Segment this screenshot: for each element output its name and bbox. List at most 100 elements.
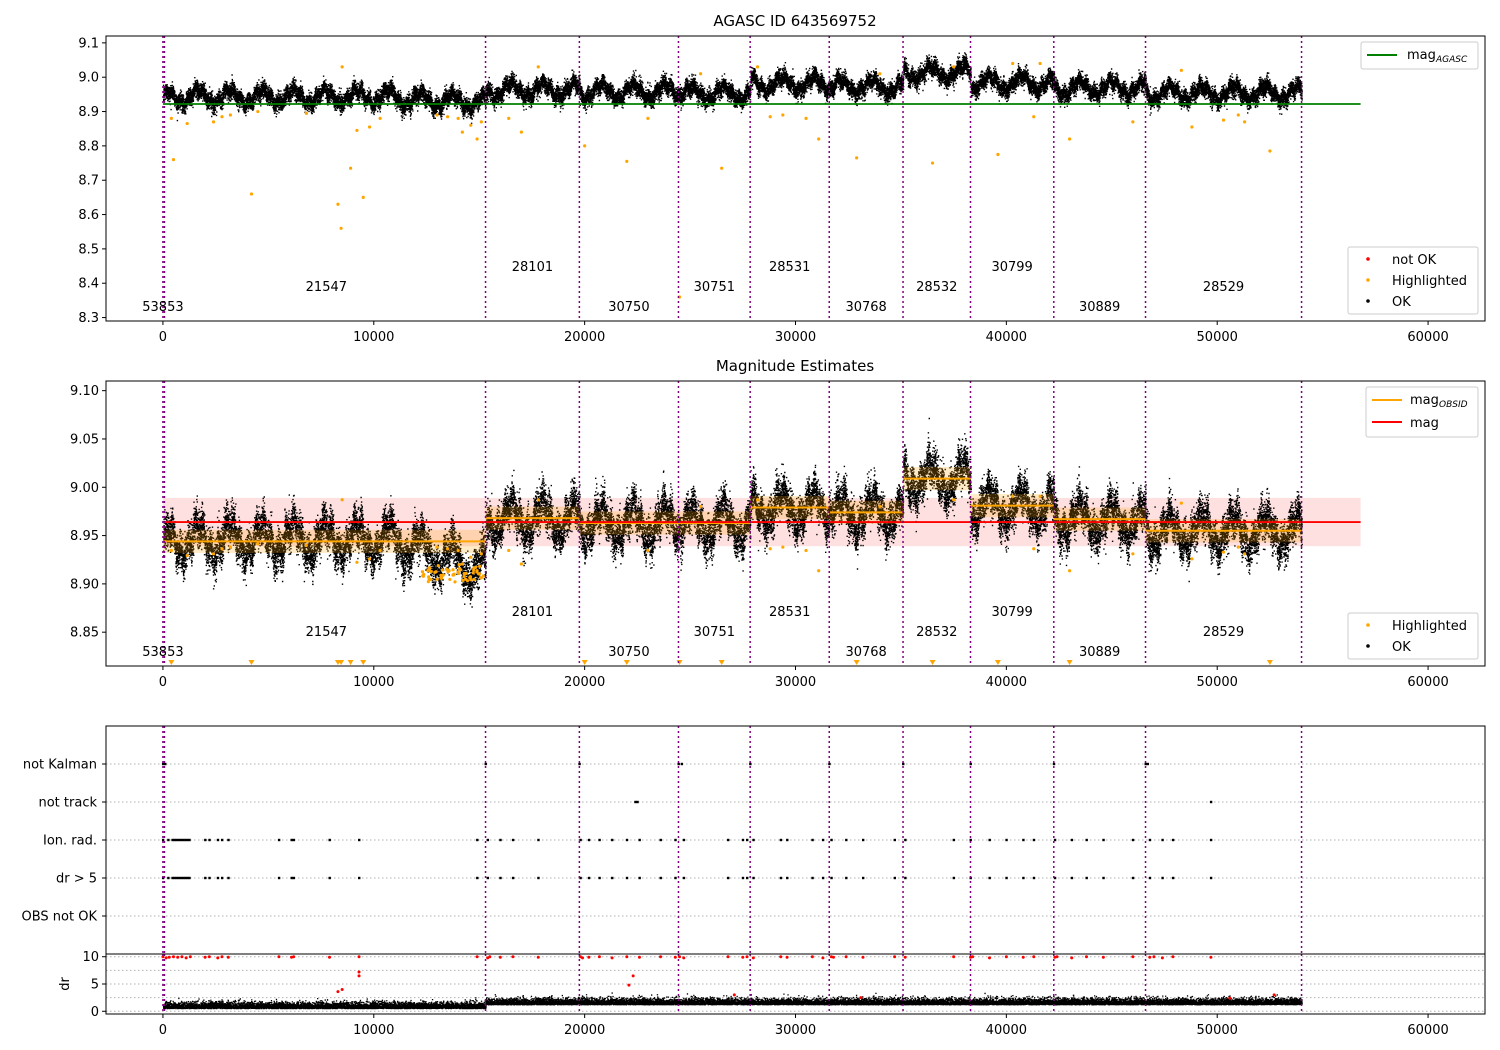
highlighted-point [426, 580, 430, 584]
flag-point [1209, 876, 1213, 880]
highlighted-point [355, 560, 359, 564]
flag-point [173, 876, 176, 880]
dr-not-ok-point [357, 970, 361, 974]
highlighted-point [768, 547, 772, 551]
y-tick-label: 10 [82, 950, 99, 965]
y-tick-label: 5 [91, 978, 99, 993]
highlighted-point [468, 575, 472, 579]
highlighted-point [220, 547, 224, 551]
flag-row-gridlines [106, 763, 1485, 917]
flag-point [828, 762, 831, 766]
highlighted-point [519, 130, 523, 134]
flag-point [1053, 876, 1057, 880]
highlighted-point [436, 563, 440, 568]
flag-point [727, 838, 730, 842]
obsid-label: 21547 [306, 280, 347, 295]
flag-point [1070, 838, 1074, 842]
highlighted-point [479, 120, 483, 124]
flag-point [587, 838, 591, 842]
highlighted-point [507, 116, 511, 121]
highlighted-point [211, 120, 216, 124]
legend-label-mag-obsid: mag [1410, 393, 1439, 408]
dr-not-ok-point [587, 955, 591, 959]
flag-point [175, 838, 179, 842]
flag-point [179, 876, 183, 880]
flag-point [177, 838, 181, 842]
flag-point [682, 838, 686, 842]
off-scale-marker [929, 660, 936, 665]
flag-point [173, 838, 176, 842]
highlighted-point [781, 545, 785, 549]
highlighted-point [479, 552, 483, 556]
highlighted-point [507, 548, 511, 553]
obsid-label: 53853 [142, 645, 183, 660]
flag-point [904, 838, 907, 842]
highlighted-point [930, 161, 935, 165]
flag-point [830, 876, 833, 880]
dr-not-ok-point [1131, 955, 1135, 959]
y-tick-label: 9.10 [70, 384, 99, 399]
flag-point [216, 838, 220, 842]
y-tick-label: 8.95 [70, 529, 99, 544]
legend-top-right: mag AGASC [1360, 41, 1479, 70]
flag-point [680, 762, 684, 766]
dr-not-ok-point [1148, 955, 1152, 959]
highlighted-point [768, 115, 772, 119]
x-tick-label: 10000 [353, 1023, 394, 1038]
flag-point [358, 838, 361, 842]
highlighted-point [1243, 120, 1247, 124]
obsid-label: 28532 [916, 625, 957, 640]
highlighted-point [304, 543, 308, 547]
highlighted-point [878, 504, 882, 509]
dr-not-ok-point [357, 974, 361, 978]
flag-point [952, 876, 956, 880]
highlighted-point [453, 580, 457, 584]
flag-point [821, 876, 825, 880]
legend-top-right: mag OBSID mag [1365, 386, 1479, 438]
flag-point [659, 876, 662, 880]
highlighted-point [469, 555, 473, 559]
flag-point [1148, 838, 1152, 842]
highlighted-point [536, 65, 540, 69]
flag-point [893, 838, 897, 842]
flag-point [208, 838, 211, 842]
flag-point [1161, 876, 1164, 880]
flag-point [537, 838, 540, 842]
highlighted-point [1221, 550, 1226, 554]
flag-point [1005, 876, 1008, 880]
flag-point [746, 838, 749, 842]
x-axis: 0 10000 20000 30000 40000 50000 60000 [159, 666, 1449, 690]
dr-ok-points [162, 992, 1303, 1010]
highlighted-point [460, 130, 464, 134]
flag-category-label: not Kalman [23, 758, 97, 773]
highlighted-point [211, 552, 216, 556]
x-tick-label: 50000 [1197, 675, 1238, 690]
flag-point [1131, 876, 1135, 880]
flag-point [1022, 838, 1025, 842]
obsid-label: 28531 [769, 605, 810, 620]
off-scale-marker [1266, 660, 1273, 665]
x-tick-label: 60000 [1407, 1023, 1448, 1038]
highlighted-point [367, 125, 372, 129]
y-tick-label: 0 [91, 1005, 99, 1020]
flag-point [988, 876, 991, 880]
x-tick-label: 40000 [986, 675, 1027, 690]
highlighted-point [339, 226, 343, 230]
flag-point [988, 838, 991, 842]
dr-not-ok-point [1004, 955, 1008, 959]
highlighted-point [428, 566, 432, 570]
ok-points [162, 52, 1303, 125]
flag-point [184, 838, 187, 842]
highlighted-point [1011, 61, 1015, 66]
flag-point [969, 762, 972, 766]
dr-not-ok-point [682, 956, 686, 960]
highlighted-point [1131, 120, 1135, 124]
legend-label-not-ok: not OK [1392, 253, 1437, 268]
highlighted-point [781, 113, 785, 117]
highlighted-point [536, 498, 540, 502]
y-tick-label: 8.85 [70, 626, 99, 641]
y-axis: 0 5 10 [82, 950, 106, 1020]
flag-point [1022, 876, 1025, 880]
flag-point [227, 838, 230, 842]
flag-point [1032, 876, 1036, 880]
